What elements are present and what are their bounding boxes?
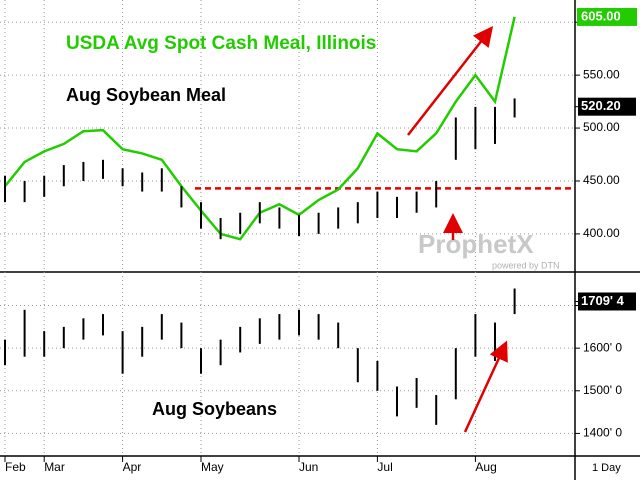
arrow [463, 340, 508, 433]
x-tick-label: Apr [123, 460, 142, 474]
last-badge [577, 7, 637, 26]
x-tick-label: May [201, 460, 224, 474]
x-tick-label: Aug [475, 460, 496, 474]
x-tick-label: Feb [5, 460, 26, 474]
soybeans-label: Aug Soybeans [152, 399, 277, 419]
y-tick-label: 1500' 0 [583, 383, 622, 397]
x-tick-label: Jun [299, 460, 318, 474]
green-series-title: USDA Avg Spot Cash Meal, Illinois [66, 33, 376, 54]
watermark-sub: powered by DTN [492, 260, 560, 270]
x-tick-label: Jul [377, 460, 392, 474]
meal-label: Aug Soybean Meal [66, 85, 226, 105]
y-tick-label: 1400' 0 [583, 426, 622, 440]
last-badge [578, 292, 636, 311]
y-tick-label: 550.00 [583, 67, 620, 81]
last-label: 1709' 4 [581, 293, 625, 308]
y-tick-label: 1600' 0 [583, 340, 622, 354]
arrow [407, 26, 494, 136]
watermark: ProphetX [418, 229, 534, 259]
y-tick-label: 400.00 [583, 226, 620, 240]
x-tick-label: Mar [44, 460, 65, 474]
y-tick-label: 500.00 [583, 120, 620, 134]
interval-label: 1 Day [592, 462, 621, 474]
y-tick-label: 450.00 [583, 173, 620, 187]
last-label: 605.00 [581, 8, 621, 23]
last-badge [578, 97, 636, 116]
last-label: 520.20 [581, 98, 621, 113]
